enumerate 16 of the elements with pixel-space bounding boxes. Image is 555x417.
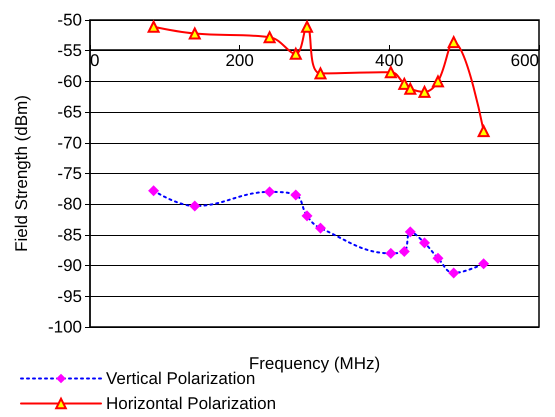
y-tick-label: -50 <box>57 10 82 30</box>
y-tick-label: -55 <box>57 41 82 60</box>
y-tick-label: -75 <box>57 164 82 183</box>
x-tick-label: 600 <box>510 51 539 70</box>
legend-label: Horizontal Polarization <box>106 394 276 413</box>
y-tick-label: -100 <box>48 318 82 336</box>
y-tick-label: -70 <box>57 133 82 152</box>
y-tick-label: -60 <box>57 72 82 91</box>
x-tick-label: 400 <box>375 51 404 70</box>
y-tick-label: -80 <box>57 194 82 214</box>
y-tick-label: -85 <box>57 225 82 244</box>
y-axis-title: Field Strength (dBm) <box>12 95 31 252</box>
x-tick-label: 200 <box>225 51 254 70</box>
y-tick-label: -90 <box>57 256 82 276</box>
y-tick-label: -95 <box>57 286 82 306</box>
y-tick-label: -65 <box>57 102 82 122</box>
